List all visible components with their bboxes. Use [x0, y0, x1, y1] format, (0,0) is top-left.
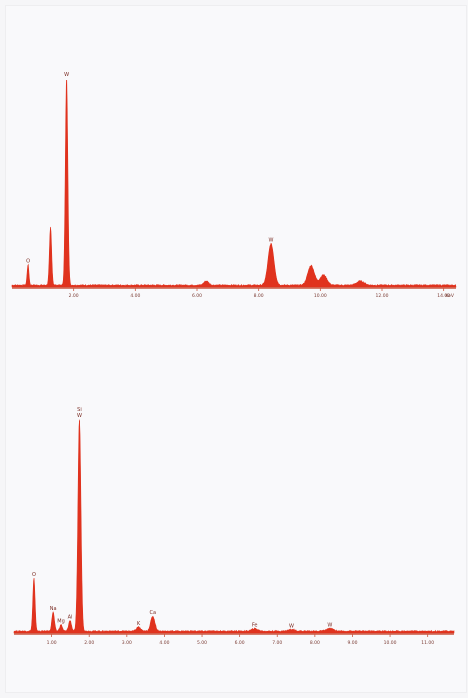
spectrum-area — [11, 80, 457, 288]
peak-label: Si — [77, 407, 82, 413]
x-tick-label: 14.00 — [437, 293, 450, 299]
x-tick-label: 2.00 — [69, 293, 79, 299]
x-tick-label: 12.00 — [376, 293, 389, 299]
x-tick-label: 11.00 — [421, 640, 434, 646]
x-tick-label: 1.00 — [47, 640, 57, 646]
peak-label: W — [327, 622, 332, 628]
spectrum-area — [13, 419, 455, 634]
peak-label: W — [64, 72, 69, 78]
peak-label: W — [77, 413, 82, 419]
x-tick-label: 7.00 — [272, 640, 282, 646]
peak-label: O — [32, 572, 36, 578]
x-tick-label: 4.00 — [159, 640, 169, 646]
x-tick-label: 5.00 — [197, 640, 207, 646]
peak-label: Fe — [252, 622, 258, 628]
x-tick-label: 4.00 — [130, 293, 140, 299]
x-tick-label: 10.00 — [314, 293, 327, 299]
x-tick-label: 2.00 — [84, 640, 94, 646]
x-tick-label: 10.00 — [384, 640, 397, 646]
x-tick-label: 6.00 — [192, 293, 202, 299]
peak-label: Na — [50, 606, 57, 612]
x-unit-label: KeV — [445, 293, 454, 299]
peak-label: K — [137, 621, 141, 627]
peak-label: Mg — [57, 619, 65, 625]
x-tick-label: 3.00 — [122, 640, 132, 646]
peak-label: Al — [68, 614, 73, 620]
x-tick-label: 6.00 — [235, 640, 245, 646]
x-tick-label: 8.00 — [310, 640, 320, 646]
x-tick-label: 8.00 — [254, 293, 264, 299]
peak-label: Ca — [149, 610, 156, 616]
x-tick-label: 9.00 — [347, 640, 357, 646]
peak-label: O — [26, 258, 30, 264]
peak-label: W — [269, 238, 274, 244]
paper-sheet — [6, 6, 466, 692]
peak-label: W — [289, 623, 294, 629]
